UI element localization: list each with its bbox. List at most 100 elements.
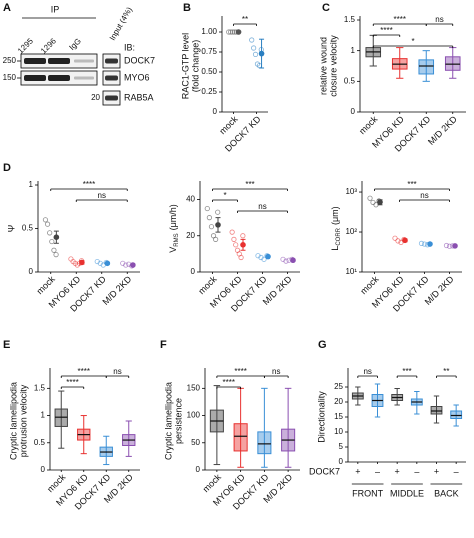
y-tick-label: 5 xyxy=(339,442,344,451)
y-axis-label: (fold change) xyxy=(190,40,200,93)
y-tick-label: 1.5 xyxy=(34,383,46,392)
data-point xyxy=(446,243,453,249)
data-point xyxy=(251,45,257,51)
y-tick-label: 10 xyxy=(334,427,343,436)
box xyxy=(450,410,463,419)
data-point xyxy=(215,209,221,215)
mean-marker xyxy=(377,199,383,205)
data-point xyxy=(231,236,237,242)
data-point xyxy=(370,199,376,206)
sig-label: ** xyxy=(242,15,248,24)
panel-letter: G xyxy=(318,339,327,351)
data-point xyxy=(226,29,232,35)
input-label: Input (4%) xyxy=(108,5,134,42)
data-point xyxy=(229,29,236,35)
y-tick-label: 0 xyxy=(29,267,34,276)
y-tick-label: 10¹ xyxy=(345,267,357,276)
y-tick-label: 0 xyxy=(339,457,344,466)
blot-band xyxy=(105,75,118,81)
data-point xyxy=(51,247,57,253)
box xyxy=(430,406,443,415)
panel-letter: D xyxy=(3,162,11,174)
y-tick-label: 0 xyxy=(191,267,196,276)
box xyxy=(418,59,435,75)
y-tick-label: 25 xyxy=(334,382,343,391)
lane-label: IgG xyxy=(67,37,82,52)
y-tick-label: 0.50 xyxy=(201,67,217,76)
sig-label: * xyxy=(223,191,226,200)
blot-band xyxy=(74,59,94,63)
label-sub: RMS xyxy=(174,233,180,246)
data-point xyxy=(228,29,234,35)
data-point xyxy=(53,252,59,258)
panel-letter: A xyxy=(3,2,11,14)
blot-band xyxy=(24,58,46,64)
y-tick-label: 20 xyxy=(334,397,343,406)
mean-marker xyxy=(235,29,242,35)
y-tick-label: 100 xyxy=(187,411,201,420)
ib-label: IB: xyxy=(124,42,135,52)
y-tick-label: 0.5 xyxy=(22,224,34,233)
x-tick-label: + xyxy=(434,466,439,476)
data-point xyxy=(238,254,244,261)
group-label: BACK xyxy=(434,488,459,498)
data-point xyxy=(123,262,129,268)
y-tick-label: 50 xyxy=(191,438,200,447)
data-point xyxy=(213,236,219,242)
sig-label: ns xyxy=(258,202,266,211)
group-label: FRONT xyxy=(352,488,383,498)
sig-label: ns xyxy=(98,191,106,200)
blot-band xyxy=(105,58,118,64)
panel-letter: F xyxy=(160,339,167,351)
x-tick-label: mock xyxy=(358,274,381,297)
row-label: DOCK7 xyxy=(309,466,340,476)
y-tick-label: 1.5 xyxy=(344,15,356,24)
y-tick-label: 0 xyxy=(351,107,356,116)
label-main: V xyxy=(168,247,178,253)
x-tick-label: M/D 2KD xyxy=(426,114,459,147)
y-tick-label: 0 xyxy=(213,107,218,116)
x-tick-label: mock xyxy=(35,274,58,297)
mean-marker xyxy=(79,259,85,266)
sig-label: **** xyxy=(83,180,95,189)
mean-marker xyxy=(452,243,458,249)
y-tick-label: 0.25 xyxy=(201,87,217,96)
data-point xyxy=(249,37,255,43)
sig-label: **** xyxy=(380,26,392,35)
blot-band xyxy=(48,75,70,81)
data-point xyxy=(261,256,267,262)
panel-letter: B xyxy=(183,2,191,14)
x-tick-label: mock xyxy=(357,114,380,137)
x-tick-label: – xyxy=(454,466,459,476)
data-point xyxy=(240,233,246,239)
row-label: DOCK7 xyxy=(124,55,155,65)
lane-label: 1296 xyxy=(39,36,58,55)
data-point xyxy=(229,229,235,235)
label-unit: (μm/h) xyxy=(168,204,178,230)
x-tick-label: – xyxy=(414,466,419,476)
blot-band xyxy=(48,58,70,64)
mean-marker xyxy=(53,234,60,240)
y-axis-label: Directionality xyxy=(316,391,326,443)
x-tick-label: M/D 2KD xyxy=(100,274,133,307)
x-tick-label: + xyxy=(395,466,400,476)
y-axis-label: persistence xyxy=(173,398,183,444)
data-point xyxy=(392,235,398,241)
y-axis-label: VRMS (μm/h) xyxy=(168,204,179,253)
box xyxy=(257,431,272,455)
data-point xyxy=(204,205,210,212)
data-point xyxy=(42,217,49,223)
mean-marker xyxy=(130,262,136,268)
label-main: L xyxy=(330,246,340,251)
sig-label: * xyxy=(411,37,414,46)
mean-marker xyxy=(402,237,408,244)
x-tick-label: + xyxy=(355,466,360,476)
y-tick-label: 0.75 xyxy=(201,47,217,56)
box xyxy=(233,423,248,452)
sig-label: ns xyxy=(113,367,121,376)
mean-marker xyxy=(427,241,433,247)
y-tick-label: 20 xyxy=(186,231,195,240)
data-point xyxy=(49,238,55,245)
